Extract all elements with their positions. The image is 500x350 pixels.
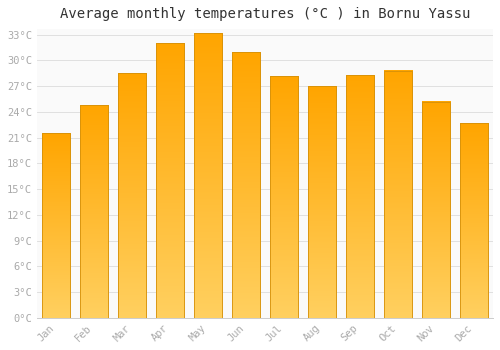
Bar	[232, 52, 260, 318]
Bar	[194, 33, 222, 318]
Bar	[156, 43, 184, 318]
Bar	[308, 86, 336, 318]
Bar	[384, 71, 412, 318]
Title: Average monthly temperatures (°C ) in Bornu Yassu: Average monthly temperatures (°C ) in Bo…	[60, 7, 470, 21]
Bar	[346, 75, 374, 318]
Bar	[118, 74, 146, 318]
Bar	[460, 123, 488, 318]
Bar	[42, 133, 70, 318]
Bar	[422, 102, 450, 318]
Bar	[270, 76, 298, 318]
Bar	[80, 105, 108, 318]
